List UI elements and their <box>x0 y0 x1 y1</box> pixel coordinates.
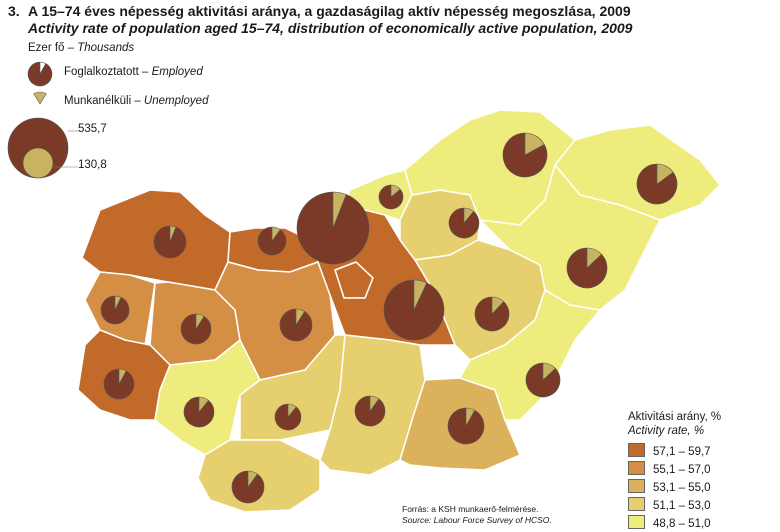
rate-class-5: 48,8 – 51,0 <box>628 515 711 530</box>
rate-swatch <box>628 479 645 493</box>
legend-employed-hu: Foglalkoztatott – <box>64 66 152 78</box>
rate-class-1: 57,1 – 59,7 <box>628 443 711 458</box>
pie-borsod-aba-j-zempl-n <box>502 132 548 178</box>
unit-label-hu: Ezer fő – <box>28 42 78 54</box>
rate-legend-title-en: Activity rate, % <box>628 425 705 437</box>
legend-employed-icon <box>27 61 53 87</box>
unit-label: Ezer fő – Thousands <box>28 42 134 54</box>
pie-slice-employed <box>378 184 404 210</box>
pie-b-cs-kiskun <box>354 395 386 427</box>
pie-tolna <box>274 403 302 431</box>
pie-slice-unemployed <box>195 313 205 331</box>
pie-slice-unemployed <box>271 226 281 242</box>
map-subtitle-english: Activity rate of population aged 15–74, … <box>28 20 633 36</box>
rate-class-4: 51,1 – 53,0 <box>628 497 711 512</box>
legend-wedge-unemployed <box>33 91 47 105</box>
figure-number: 3. <box>8 3 20 19</box>
source-hu: Forrás: a KSH munkaerő-felmérése. <box>402 504 539 514</box>
pie-veszpr-m <box>180 313 212 345</box>
pie-slice-unemployed <box>118 368 127 385</box>
legend-size-max: 535,7 <box>78 123 107 135</box>
legend-employed-en: Employed <box>151 66 203 78</box>
rate-class-2: 55,1 – 57,0 <box>628 461 711 476</box>
rate-swatch <box>628 515 645 529</box>
pie-size-legend <box>7 61 78 179</box>
legend-size-circle-min <box>22 147 54 179</box>
pie-slice-unemployed <box>413 279 428 311</box>
rate-swatch <box>628 461 645 475</box>
pie-slice-unemployed <box>114 295 122 311</box>
pie-slice-unemployed <box>198 396 209 413</box>
rate-swatch <box>628 497 645 511</box>
pie-vas <box>100 295 130 325</box>
pie-n-gr-d <box>378 184 404 210</box>
region-pie-charts <box>100 132 678 504</box>
pie-slice-unemployed <box>390 184 401 198</box>
rate-class-label: 53,1 – 55,0 <box>653 482 711 494</box>
rate-class-label: 55,1 – 57,0 <box>653 464 711 476</box>
legend-wedge-slice <box>39 61 47 75</box>
pie-kom-rom-esztergom <box>257 226 287 256</box>
pie-slice-unemployed <box>542 362 556 381</box>
rate-class-label: 57,1 – 59,7 <box>653 446 711 458</box>
unit-label-en: Thousands <box>77 42 135 54</box>
pie-baranya <box>231 470 265 504</box>
pie-csongr-d <box>447 407 485 445</box>
map-title: 3. A 15–74 éves népesség aktivitási arány… <box>8 3 631 20</box>
pie-slice-employed <box>183 396 215 428</box>
pie-slice-employed <box>448 207 480 239</box>
pie-slice-unemployed <box>463 207 474 224</box>
source-note: Forrás: a KSH munkaerő-felmérése. Source… <box>402 504 552 526</box>
pie-slice-unemployed <box>465 407 476 427</box>
region-hajdu-bihar <box>477 163 662 311</box>
pie-j-sz-nagykun-szolnok <box>474 296 510 332</box>
pie-szabolcs-szatm-r-bereg <box>636 163 678 205</box>
pie-slice-unemployed <box>332 191 347 229</box>
pie-slice-unemployed <box>491 296 505 315</box>
pie-slice-unemployed <box>295 308 305 327</box>
pie-zala <box>103 368 135 400</box>
pie-slice-unemployed <box>524 132 545 156</box>
source-en: Source: Labour Force Survey of HCSO. <box>402 515 552 525</box>
rate-class-label: 51,1 – 53,0 <box>653 500 711 512</box>
pie-somogy <box>183 396 215 428</box>
legend-unemployed-icon <box>33 91 47 105</box>
pie-slice-unemployed <box>247 470 258 488</box>
pie-heves <box>448 207 480 239</box>
pie-slice-unemployed <box>656 163 674 185</box>
legend-size-min: 130,8 <box>78 159 107 171</box>
pie-slice-unemployed <box>287 403 297 418</box>
pie-b-k-s <box>525 362 561 398</box>
legend-employed-label: Foglalkoztatott – Employed <box>64 66 203 78</box>
title-hungarian: A 15–74 éves népesség aktivitási aránya,… <box>28 3 631 19</box>
pie-slice-unemployed <box>169 225 177 243</box>
rate-legend-title-hu: Aktivitási arány, % <box>628 411 722 423</box>
legend-unemployed-label: Munkanélküli – Unemployed <box>64 95 208 107</box>
rate-class-3: 53,1 – 55,0 <box>628 479 711 494</box>
pie-fej-r <box>279 308 313 342</box>
pie-gy-r-moson-sopron <box>153 225 187 259</box>
pie-slice-unemployed <box>586 247 603 269</box>
rate-class-label: 48,8 – 51,0 <box>653 518 711 530</box>
pie-slice-employed <box>153 225 187 259</box>
pie-hajd-bihar <box>566 247 608 289</box>
pie-pest <box>383 279 445 341</box>
pie-slice-employed <box>100 295 130 325</box>
pie-slice-unemployed <box>369 395 380 412</box>
rate-swatch <box>628 443 645 457</box>
rate-legend-title: Aktivitási arány, % Activity rate, % <box>628 410 721 438</box>
pie-budapest <box>296 191 370 265</box>
pie-slice-employed <box>279 308 313 342</box>
legend-unemployed-en: Unemployed <box>143 95 209 107</box>
legend-unemployed-hu: Munkanélküli – <box>64 95 144 107</box>
